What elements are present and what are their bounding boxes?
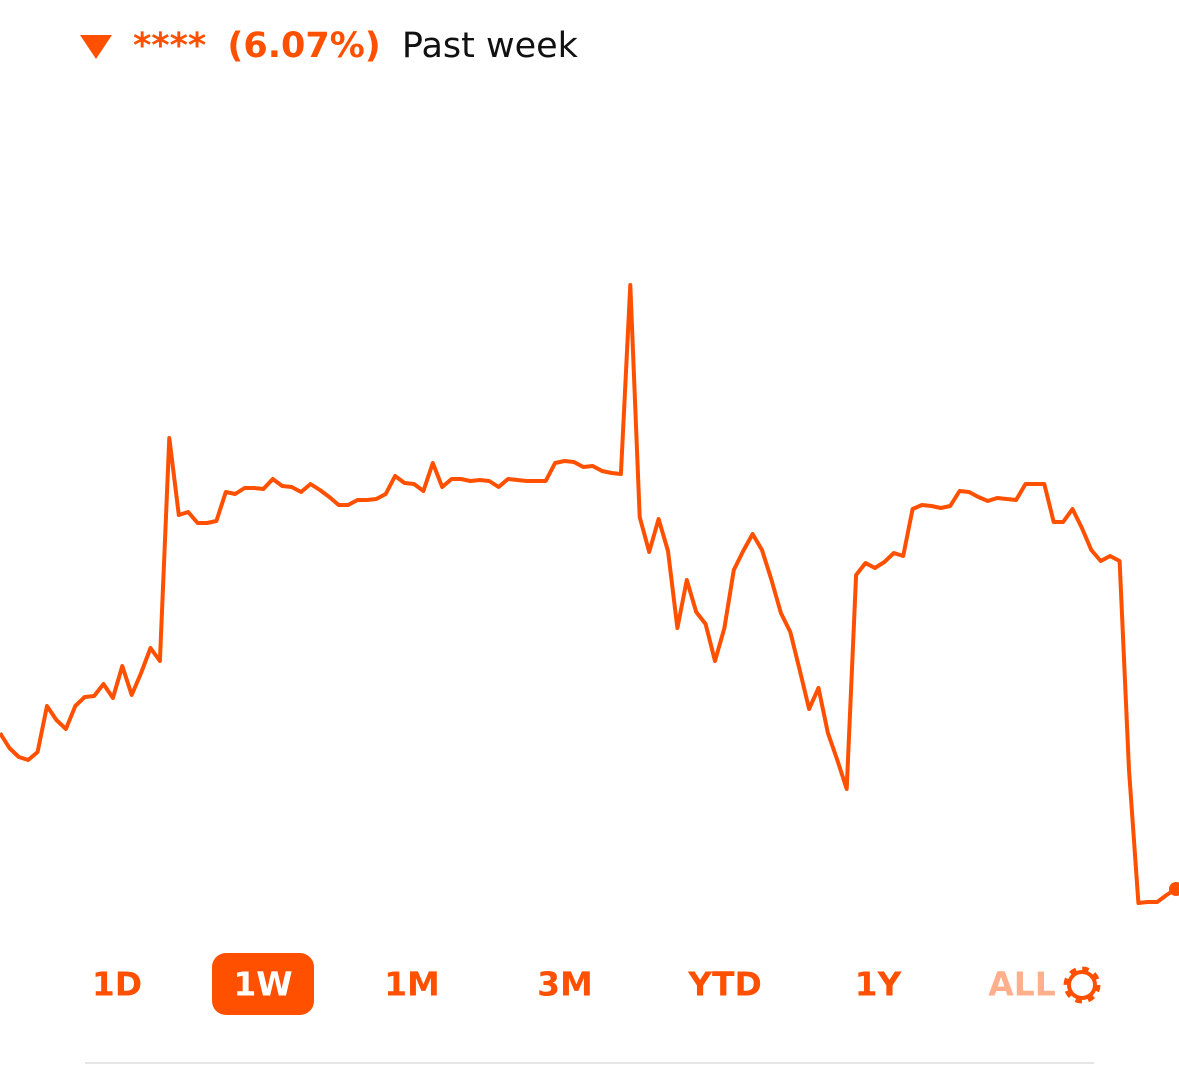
range-selected-bg [212,953,314,1015]
range-button[interactable]: 1Y [855,965,903,1004]
range-button[interactable]: 1M [384,965,440,1004]
range-button[interactable]: 1W [233,965,292,1004]
header: **** (6.07%) Past week [133,26,579,66]
chart [0,283,1179,905]
down-arrow [80,35,112,59]
period: Past week [402,26,579,66]
range-button[interactable]: YTD [687,965,762,1004]
range-button[interactable]: ALL [988,965,1056,1004]
range-button[interactable]: 3M [537,965,593,1004]
range-selector: 1D 1W 1M 3M YTD 1Y ALL [92,953,1056,1015]
value: **** [133,26,206,66]
range-button[interactable]: 1D [92,965,142,1004]
price-line [0,283,1178,905]
end-dot [1169,882,1179,896]
settings-gear[interactable] [1063,966,1101,1004]
change: (6.07%) [227,26,380,66]
